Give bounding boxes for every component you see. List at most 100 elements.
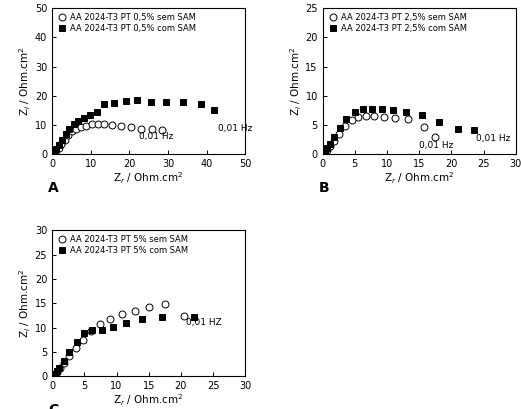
AA 2024-T3 PT 0,5% com SAM [56,142,62,147]
AA 2024-T3 PT 5% sem SAM [162,302,168,307]
AA 2024-T3 PT 2,5% com SAM [331,134,337,139]
AA 2024-T3 PT 2,5% sem SAM [355,115,361,120]
AA 2024-T3 PT 0,5% com SAM [81,115,87,120]
AA 2024-T3 PT 0,5% sem SAM [101,122,107,127]
AA 2024-T3 PT 5% com SAM [54,369,60,374]
AA 2024-T3 PT 2,5% com SAM [419,112,426,117]
AA 2024-T3 PT 0,5% com SAM [147,100,154,105]
AA 2024-T3 PT 0,5% sem SAM [89,122,95,127]
AA 2024-T3 PT 5% sem SAM [66,353,72,358]
AA 2024-T3 PT 2,5% sem SAM [371,114,377,119]
AA 2024-T3 PT 2,5% sem SAM [363,114,369,119]
AA 2024-T3 PT 2,5% com SAM [352,110,358,115]
AA 2024-T3 PT 0,5% sem SAM [78,125,84,130]
X-axis label: Z$_r$ / Ohm.cm$^2$: Z$_r$ / Ohm.cm$^2$ [114,393,184,408]
AA 2024-T3 PT 2,5% com SAM [455,127,461,132]
X-axis label: Z$_r$ / Ohm.cm$^2$: Z$_r$ / Ohm.cm$^2$ [384,171,454,186]
AA 2024-T3 PT 2,5% sem SAM [327,144,333,148]
Legend: AA 2024-T3 PT 5% sem SAM, AA 2024-T3 PT 5% com SAM: AA 2024-T3 PT 5% sem SAM, AA 2024-T3 PT … [56,234,190,256]
AA 2024-T3 PT 0,5% sem SAM [159,128,165,133]
Text: 0,01 Hz: 0,01 Hz [419,142,454,151]
AA 2024-T3 PT 5% sem SAM [131,308,138,313]
AA 2024-T3 PT 2,5% com SAM [369,106,375,111]
AA 2024-T3 PT 0,5% sem SAM [148,127,155,132]
AA 2024-T3 PT 5% sem SAM [145,305,152,310]
Text: C: C [48,402,58,409]
AA 2024-T3 PT 5% com SAM [123,320,129,325]
AA 2024-T3 PT 0,5% com SAM [59,137,65,142]
AA 2024-T3 PT 0,5% com SAM [198,101,204,106]
Text: B: B [319,180,329,195]
AA 2024-T3 PT 5% sem SAM [54,369,60,374]
Line: AA 2024-T3 PT 5% sem SAM: AA 2024-T3 PT 5% sem SAM [50,301,188,379]
AA 2024-T3 PT 5% com SAM [158,315,165,319]
AA 2024-T3 PT 0,5% com SAM [49,151,56,156]
AA 2024-T3 PT 5% sem SAM [50,373,56,378]
AA 2024-T3 PT 5% sem SAM [52,372,58,377]
AA 2024-T3 PT 0,5% sem SAM [53,148,59,153]
AA 2024-T3 PT 0,5% sem SAM [73,126,80,131]
Line: AA 2024-T3 PT 5% com SAM: AA 2024-T3 PT 5% com SAM [50,314,197,378]
AA 2024-T3 PT 0,5% com SAM [52,149,58,154]
AA 2024-T3 PT 0,5% com SAM [66,126,72,131]
AA 2024-T3 PT 0,5% sem SAM [58,142,65,146]
AA 2024-T3 PT 2,5% sem SAM [349,118,355,123]
Y-axis label: Z$_i$ / Ohm.cm$^2$: Z$_i$ / Ohm.cm$^2$ [288,47,304,116]
AA 2024-T3 PT 0,5% com SAM [163,99,169,104]
AA 2024-T3 PT 0,5% com SAM [111,101,117,106]
AA 2024-T3 PT 5% com SAM [89,328,95,333]
AA 2024-T3 PT 2,5% com SAM [471,127,477,132]
AA 2024-T3 PT 2,5% sem SAM [404,117,411,121]
AA 2024-T3 PT 2,5% com SAM [337,126,343,130]
AA 2024-T3 PT 2,5% com SAM [390,108,396,113]
AA 2024-T3 PT 5% com SAM [66,349,72,354]
Line: AA 2024-T3 PT 2,5% sem SAM: AA 2024-T3 PT 2,5% sem SAM [320,113,439,157]
Line: AA 2024-T3 PT 0,5% com SAM: AA 2024-T3 PT 0,5% com SAM [49,97,217,157]
AA 2024-T3 PT 5% com SAM [191,315,197,319]
AA 2024-T3 PT 5% sem SAM [119,312,125,317]
AA 2024-T3 PT 0,5% com SAM [101,101,107,106]
AA 2024-T3 PT 5% com SAM [60,358,67,363]
AA 2024-T3 PT 0,5% sem SAM [109,123,115,128]
AA 2024-T3 PT 0,5% com SAM [53,146,59,151]
AA 2024-T3 PT 2,5% com SAM [321,151,327,155]
AA 2024-T3 PT 5% com SAM [110,324,116,329]
AA 2024-T3 PT 0,5% sem SAM [51,151,57,155]
AA 2024-T3 PT 5% com SAM [50,373,56,378]
AA 2024-T3 PT 5% sem SAM [57,366,63,371]
AA 2024-T3 PT 5% com SAM [56,365,63,370]
AA 2024-T3 PT 0,5% com SAM [51,151,57,155]
AA 2024-T3 PT 5% sem SAM [80,337,86,342]
AA 2024-T3 PT 0,5% sem SAM [52,149,58,154]
Text: A: A [48,180,59,195]
AA 2024-T3 PT 2,5% sem SAM [381,115,387,120]
Legend: AA 2024-T3 PT 2,5% sem SAM, AA 2024-T3 PT 2,5% com SAM: AA 2024-T3 PT 2,5% sem SAM, AA 2024-T3 P… [327,12,468,34]
AA 2024-T3 PT 2,5% sem SAM [322,149,328,154]
AA 2024-T3 PT 0,5% sem SAM [69,129,76,134]
AA 2024-T3 PT 5% sem SAM [60,361,67,366]
AA 2024-T3 PT 2,5% com SAM [324,146,330,151]
AA 2024-T3 PT 5% sem SAM [107,317,113,321]
AA 2024-T3 PT 5% sem SAM [181,314,187,319]
AA 2024-T3 PT 0,5% com SAM [180,100,187,105]
Text: 0,01 HZ: 0,01 HZ [186,318,222,327]
AA 2024-T3 PT 0,5% sem SAM [56,145,62,150]
AA 2024-T3 PT 0,5% com SAM [86,112,93,117]
AA 2024-T3 PT 2,5% sem SAM [421,124,427,129]
AA 2024-T3 PT 0,5% com SAM [122,99,129,103]
Y-axis label: Z$_i$ / Ohm.cm$^2$: Z$_i$ / Ohm.cm$^2$ [18,268,33,338]
AA 2024-T3 PT 0,5% sem SAM [118,124,124,129]
Text: 0,01 Hz: 0,01 Hz [476,134,510,143]
AA 2024-T3 PT 5% com SAM [81,331,88,336]
Text: 0,01 Hz: 0,01 Hz [139,133,173,142]
AA 2024-T3 PT 2,5% com SAM [359,106,366,111]
AA 2024-T3 PT 0,5% com SAM [75,119,81,124]
AA 2024-T3 PT 0,5% sem SAM [128,125,134,130]
AA 2024-T3 PT 0,5% sem SAM [83,123,89,128]
AA 2024-T3 PT 2,5% sem SAM [342,124,348,129]
AA 2024-T3 PT 5% sem SAM [73,346,79,351]
Line: AA 2024-T3 PT 0,5% sem SAM: AA 2024-T3 PT 0,5% sem SAM [49,121,166,157]
AA 2024-T3 PT 0,5% sem SAM [49,151,56,156]
AA 2024-T3 PT 0,5% sem SAM [61,137,68,142]
X-axis label: Z$_r$ / Ohm.cm$^2$: Z$_r$ / Ohm.cm$^2$ [114,171,184,186]
